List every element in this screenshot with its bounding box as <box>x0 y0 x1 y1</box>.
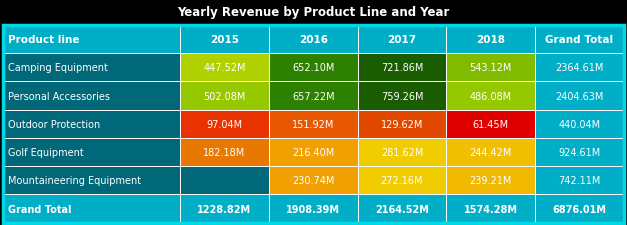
Text: 543.12M: 543.12M <box>470 63 512 73</box>
Text: 1574.28M: 1574.28M <box>464 204 518 214</box>
Text: 2018: 2018 <box>477 35 505 45</box>
Bar <box>269 82 357 110</box>
Text: 281.62M: 281.62M <box>381 147 423 157</box>
Bar <box>446 54 535 82</box>
Text: 1908.39M: 1908.39M <box>286 204 340 214</box>
Text: 216.40M: 216.40M <box>292 147 334 157</box>
Text: 742.11M: 742.11M <box>558 176 601 186</box>
Bar <box>357 26 446 54</box>
Text: Product line: Product line <box>8 35 80 45</box>
Text: 486.08M: 486.08M <box>470 91 512 101</box>
Text: 447.52M: 447.52M <box>203 63 246 73</box>
Bar <box>446 26 535 54</box>
Text: 97.04M: 97.04M <box>206 119 243 129</box>
Text: Yearly Revenue by Product Line and Year: Yearly Revenue by Product Line and Year <box>177 7 450 19</box>
Text: 2164.52M: 2164.52M <box>375 204 429 214</box>
Bar <box>3 195 180 223</box>
Bar <box>180 138 269 166</box>
Text: Outdoor Protection: Outdoor Protection <box>8 119 100 129</box>
Bar <box>357 195 446 223</box>
Bar <box>3 138 180 166</box>
Text: 657.22M: 657.22M <box>292 91 334 101</box>
Text: 1228.82M: 1228.82M <box>198 204 251 214</box>
Bar <box>3 166 180 195</box>
Bar <box>3 26 624 223</box>
Text: 2017: 2017 <box>387 35 416 45</box>
Bar <box>446 82 535 110</box>
Bar <box>3 82 180 110</box>
Bar <box>3 26 180 54</box>
Text: 272.16M: 272.16M <box>381 176 423 186</box>
Text: 230.74M: 230.74M <box>292 176 334 186</box>
Bar <box>446 138 535 166</box>
Bar <box>535 26 624 54</box>
Text: 759.26M: 759.26M <box>381 91 423 101</box>
Bar <box>535 82 624 110</box>
Text: 239.21M: 239.21M <box>470 176 512 186</box>
Bar <box>269 195 357 223</box>
Text: 6876.01M: 6876.01M <box>552 204 606 214</box>
Text: 652.10M: 652.10M <box>292 63 334 73</box>
Bar <box>269 138 357 166</box>
Bar <box>180 110 269 138</box>
Bar <box>535 195 624 223</box>
Text: Grand Total: Grand Total <box>8 204 71 214</box>
Text: 721.86M: 721.86M <box>381 63 423 73</box>
Bar <box>357 110 446 138</box>
Text: Golf Equipment: Golf Equipment <box>8 147 84 157</box>
Text: Camping Equipment: Camping Equipment <box>8 63 108 73</box>
Bar <box>3 110 180 138</box>
Text: Grand Total: Grand Total <box>545 35 614 45</box>
Text: 2404.63M: 2404.63M <box>556 91 604 101</box>
Bar <box>535 110 624 138</box>
Text: 129.62M: 129.62M <box>381 119 423 129</box>
Bar <box>357 54 446 82</box>
Bar <box>357 166 446 195</box>
Text: 2364.61M: 2364.61M <box>556 63 604 73</box>
Bar <box>357 82 446 110</box>
Bar <box>180 82 269 110</box>
Text: 244.42M: 244.42M <box>470 147 512 157</box>
Bar <box>535 54 624 82</box>
Bar <box>446 195 535 223</box>
Bar <box>180 195 269 223</box>
Bar <box>180 26 269 54</box>
Text: 182.18M: 182.18M <box>203 147 246 157</box>
Text: 2015: 2015 <box>210 35 239 45</box>
Bar <box>180 54 269 82</box>
Bar <box>446 110 535 138</box>
Text: 440.04M: 440.04M <box>559 119 601 129</box>
Bar <box>446 166 535 195</box>
Text: 2016: 2016 <box>298 35 328 45</box>
Bar <box>535 166 624 195</box>
Text: 151.92M: 151.92M <box>292 119 334 129</box>
Bar <box>269 26 357 54</box>
Bar <box>357 138 446 166</box>
Text: 502.08M: 502.08M <box>203 91 246 101</box>
Bar <box>535 138 624 166</box>
Text: 924.61M: 924.61M <box>559 147 601 157</box>
Text: Mountaineering Equipment: Mountaineering Equipment <box>8 176 141 186</box>
Bar <box>3 54 180 82</box>
Bar <box>269 54 357 82</box>
Bar <box>269 166 357 195</box>
Text: Personal Accessories: Personal Accessories <box>8 91 110 101</box>
Text: 61.45M: 61.45M <box>473 119 508 129</box>
Bar <box>269 110 357 138</box>
Bar <box>180 166 269 195</box>
